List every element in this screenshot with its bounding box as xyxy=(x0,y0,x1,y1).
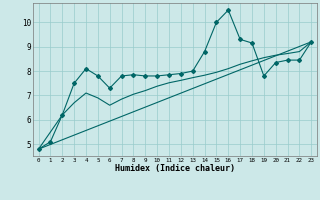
X-axis label: Humidex (Indice chaleur): Humidex (Indice chaleur) xyxy=(115,164,235,173)
